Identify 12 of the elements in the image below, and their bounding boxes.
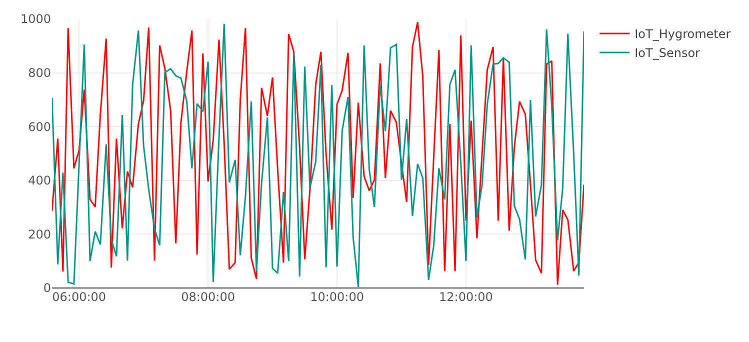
legend-label: IoT_Hygrometer: [634, 27, 731, 42]
x-tick-label: 06:00:00: [52, 290, 106, 304]
y-tick-label: 1000: [20, 12, 51, 26]
y-tick-label: 0: [43, 281, 51, 296]
x-tick-label: 08:00:00: [181, 290, 236, 304]
y-tick-label: 600: [28, 120, 51, 134]
y-tick-label: 400: [28, 174, 51, 188]
legend-label: IoT_Sensor: [634, 46, 700, 60]
x-tick-label: 10:00:00: [310, 290, 364, 304]
y-tick-label: 200: [28, 227, 51, 242]
x-tick-label: 12:00:00: [439, 290, 493, 304]
y-tick-label: 800: [28, 66, 51, 80]
